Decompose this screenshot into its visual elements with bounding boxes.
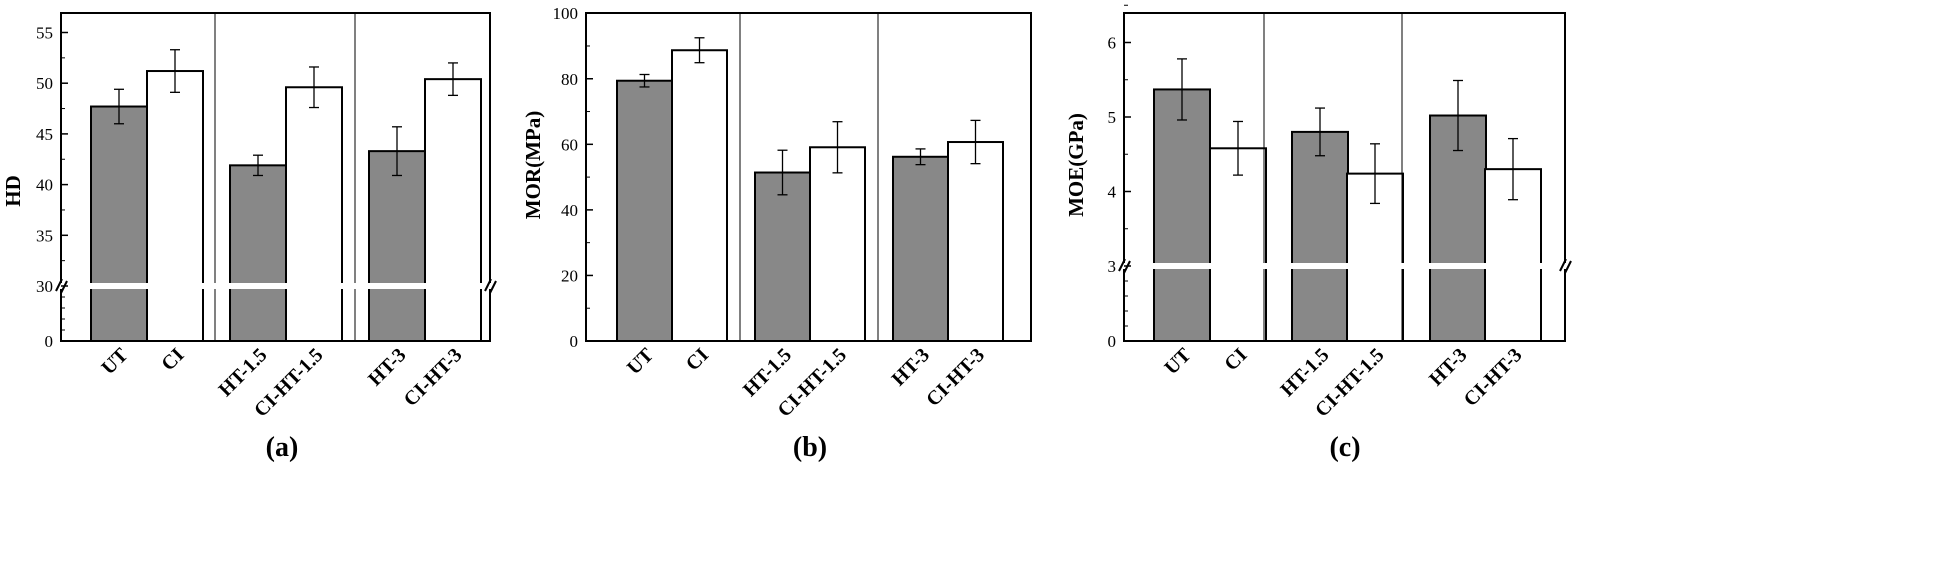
y-tick-label: 35 <box>36 226 53 245</box>
y-tick-label: 50 <box>36 74 53 93</box>
y-axis-label: MOE(GPa) <box>1064 113 1088 217</box>
error-bar-ht-1-5 <box>777 149 788 196</box>
axis-break-mark <box>55 278 68 294</box>
y-tick-label: 100 <box>553 4 579 23</box>
y-tick-label: 45 <box>36 125 53 144</box>
y-tick-label: 4 <box>1108 183 1117 202</box>
category-label-ci-ht-3: CI-HT-3 <box>400 344 467 411</box>
y-tick-label: 80 <box>561 70 578 89</box>
bar-ht-3 <box>1429 114 1487 343</box>
error-bar-ut <box>639 73 650 88</box>
error-bar-ci-ht-1-5 <box>1370 143 1380 205</box>
error-bar-ht-3 <box>915 148 926 166</box>
bar-ut <box>90 105 148 342</box>
y-tick-label: 0 <box>570 332 579 351</box>
axis-break-mark <box>1559 258 1572 274</box>
plot-frame <box>60 12 491 342</box>
bar-ci <box>1209 147 1267 342</box>
bar-ht-1-5 <box>1291 130 1349 342</box>
axis-break-band <box>57 283 494 289</box>
error-bar-ci-ht-3 <box>970 119 981 165</box>
bar-ci <box>146 70 204 342</box>
bar-ci <box>671 49 728 343</box>
category-label-ci-ht-3: CI-HT-3 <box>1460 344 1527 411</box>
category-label-ht-3: HT-3 <box>888 344 934 390</box>
axis-break-mark <box>484 278 497 294</box>
error-bar-ht-3 <box>1453 79 1463 152</box>
bar-ci-ht-1-5 <box>809 146 866 342</box>
category-label-ut: UT <box>97 344 133 380</box>
error-bar-ci <box>1233 120 1243 176</box>
error-bar-ut <box>1177 58 1187 121</box>
error-bar-ci <box>170 49 180 93</box>
bar-ht-1-5 <box>754 171 811 342</box>
y-tick-label: 40 <box>561 201 578 220</box>
error-bar-ht-3 <box>392 126 402 177</box>
error-bar-ht-1-5 <box>1315 107 1325 157</box>
panel-label: (a) <box>266 432 299 463</box>
bar-ht-3 <box>892 155 949 342</box>
error-bar-ci-ht-3 <box>448 62 458 97</box>
y-tick-label: 30 <box>36 277 53 296</box>
y-tick-label: 6 <box>1108 34 1117 53</box>
error-bar-ci-ht-1-5 <box>309 66 319 109</box>
axis-break-band <box>1120 263 1569 269</box>
plot-frame <box>1123 12 1566 342</box>
y-tick-label: 60 <box>561 135 578 154</box>
y-axis-label: HD <box>1 175 25 207</box>
axis-break-mark <box>1118 258 1131 274</box>
bar-ci-ht-1-5 <box>285 86 343 342</box>
bar-ht-3 <box>368 150 426 342</box>
bar-ci-ht-3 <box>424 78 482 342</box>
category-label-ci: CI <box>1220 344 1251 375</box>
y-tick-label: 40 <box>36 176 53 195</box>
y-axis-label: MOR(MPa) <box>521 111 545 219</box>
category-label-ci: CI <box>157 344 188 375</box>
panel-label: (b) <box>793 432 827 463</box>
error-bar-ci-ht-1-5 <box>832 121 843 174</box>
error-bar-ht-1-5 <box>253 154 263 177</box>
error-bar-ci <box>694 37 705 64</box>
y-tick-label: 0 <box>45 332 54 351</box>
bar-ci-ht-3 <box>947 141 1004 342</box>
bar-ut <box>616 79 673 342</box>
y-tick-label: 20 <box>561 266 578 285</box>
y-tick-label: 0 <box>1108 332 1117 351</box>
category-label-ht-3: HT-3 <box>364 344 410 390</box>
category-label-ci: CI <box>682 344 713 375</box>
y-tick-label: 55 <box>36 24 53 43</box>
category-label-ci-ht-3: CI-HT-3 <box>922 344 989 411</box>
category-label-ut: UT <box>623 344 659 380</box>
y-tick-label: 3 <box>1108 257 1117 276</box>
error-bar-ci-ht-3 <box>1508 137 1518 201</box>
panel-label: (c) <box>1329 432 1360 463</box>
y-tick-label: 5 <box>1108 108 1117 127</box>
error-bar-ut <box>114 88 124 125</box>
category-label-ut: UT <box>1160 344 1196 380</box>
bar-ut <box>1153 88 1211 342</box>
bar-ht-1-5 <box>229 164 287 342</box>
category-label-ht-3: HT-3 <box>1425 344 1471 390</box>
